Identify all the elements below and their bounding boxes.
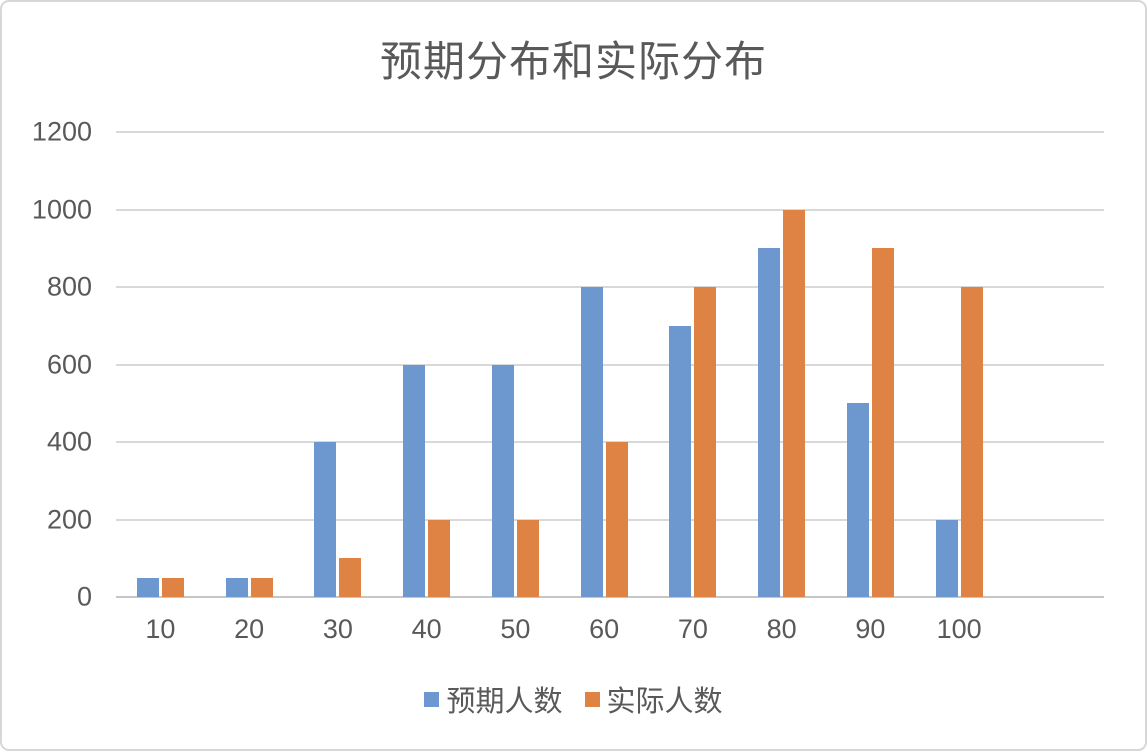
bar-实际人数-60	[605, 442, 628, 597]
gridline	[116, 363, 1104, 366]
bar-预期人数-80	[758, 248, 781, 597]
bar-实际人数-50	[516, 519, 539, 597]
bar-group-80	[737, 132, 826, 597]
bar-group-40	[382, 132, 471, 597]
x-tick-label: 50	[500, 614, 531, 644]
y-tick-label: 1200	[31, 116, 92, 147]
x-tick-label: 80	[766, 614, 797, 644]
bar-预期人数-90	[846, 403, 869, 597]
y-tick-label: 400	[46, 426, 92, 457]
bar-预期人数-60	[580, 287, 603, 597]
x-tick-label: 30	[322, 614, 353, 644]
y-tick-label: 1000	[31, 194, 92, 224]
chart-title: 预期分布和实际分布	[379, 38, 767, 85]
x-axis-line	[116, 596, 1104, 598]
bar-预期人数-40	[403, 364, 426, 597]
y-tick-label: 800	[46, 271, 92, 302]
bar-预期人数-20	[225, 577, 248, 597]
bar-预期人数-100	[935, 519, 958, 597]
legend-item-实际人数: 实际人数	[584, 678, 723, 720]
plot-area	[116, 131, 1104, 598]
bar-实际人数-40	[428, 519, 451, 597]
x-tick-label: 60	[589, 614, 620, 644]
y-tick-label: 0	[76, 581, 92, 612]
bar-group-50	[471, 132, 560, 597]
gridline	[116, 286, 1104, 288]
bar-group-30	[294, 132, 383, 597]
bar-group-90	[826, 132, 915, 597]
legend-swatch-icon	[584, 691, 600, 707]
bar-实际人数-100	[960, 287, 983, 597]
bar-预期人数-30	[314, 442, 337, 597]
legend-label: 预期人数	[446, 686, 563, 718]
gridline	[116, 208, 1104, 211]
bar-group-10	[116, 132, 205, 597]
bar-group-20	[205, 132, 294, 597]
gridline	[116, 131, 1104, 133]
bar-实际人数-90	[871, 248, 894, 597]
bar-实际人数-80	[783, 209, 806, 597]
legend: 预期人数 实际人数	[2, 678, 1145, 720]
x-tick-label: 100	[936, 614, 982, 644]
bar-实际人数-10	[161, 577, 184, 597]
bar-预期人数-50	[491, 364, 514, 597]
y-axis-labels: 0 200 400 600 800 1000 1200	[2, 117, 92, 612]
x-tick-label: 20	[234, 614, 265, 644]
bar-group-70	[649, 132, 738, 597]
x-tick-label: 90	[855, 614, 886, 644]
x-tick-label: 10	[145, 614, 176, 644]
x-axis-labels: 10 20 30 40 50 60 70 80 90 100	[116, 614, 1104, 654]
bar-group-100	[915, 132, 1004, 597]
x-tick-label: 70	[677, 614, 708, 644]
legend-swatch-icon	[424, 691, 440, 707]
y-tick-label: 600	[46, 349, 92, 379]
x-tick-label: 40	[411, 614, 442, 644]
legend-label: 实际人数	[606, 686, 723, 718]
bar-实际人数-30	[339, 558, 362, 597]
bar-预期人数-70	[669, 325, 692, 597]
bar-预期人数-10	[136, 577, 159, 597]
legend-item-预期人数: 预期人数	[424, 678, 563, 720]
bar-实际人数-20	[250, 577, 273, 597]
bar-group-60	[560, 132, 649, 597]
y-tick-label: 200	[46, 504, 92, 534]
bar-实际人数-70	[694, 287, 717, 597]
